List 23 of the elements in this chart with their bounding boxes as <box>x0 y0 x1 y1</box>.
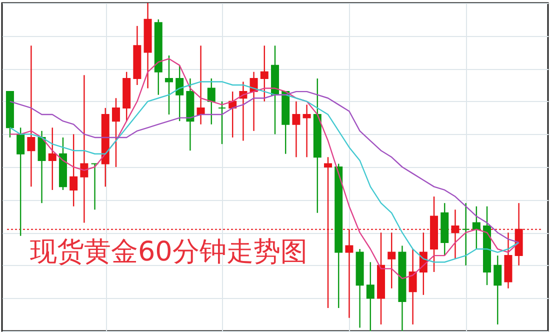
candlestick <box>80 74 88 224</box>
candlestick <box>48 127 56 191</box>
text: 现货黄金60分钟走势图 <box>30 236 308 268</box>
candlestick <box>462 202 470 266</box>
candlestick <box>388 232 396 289</box>
candlestick <box>366 262 374 332</box>
candlestick <box>292 100 300 158</box>
candlestick <box>70 134 78 207</box>
candlestick <box>408 248 417 326</box>
candlestick <box>196 45 205 125</box>
candlestick <box>472 206 480 250</box>
candlestick <box>207 78 216 125</box>
candlestick <box>38 130 46 204</box>
candlestick <box>164 54 173 116</box>
candlestick <box>218 100 226 145</box>
candlestick <box>302 104 311 158</box>
candlestick <box>260 45 268 102</box>
candlestick <box>112 98 120 168</box>
candlestick <box>176 64 184 122</box>
candlestick <box>494 254 502 326</box>
candlestick <box>90 163 99 210</box>
candlestick <box>16 127 25 236</box>
candlestick <box>27 45 36 188</box>
